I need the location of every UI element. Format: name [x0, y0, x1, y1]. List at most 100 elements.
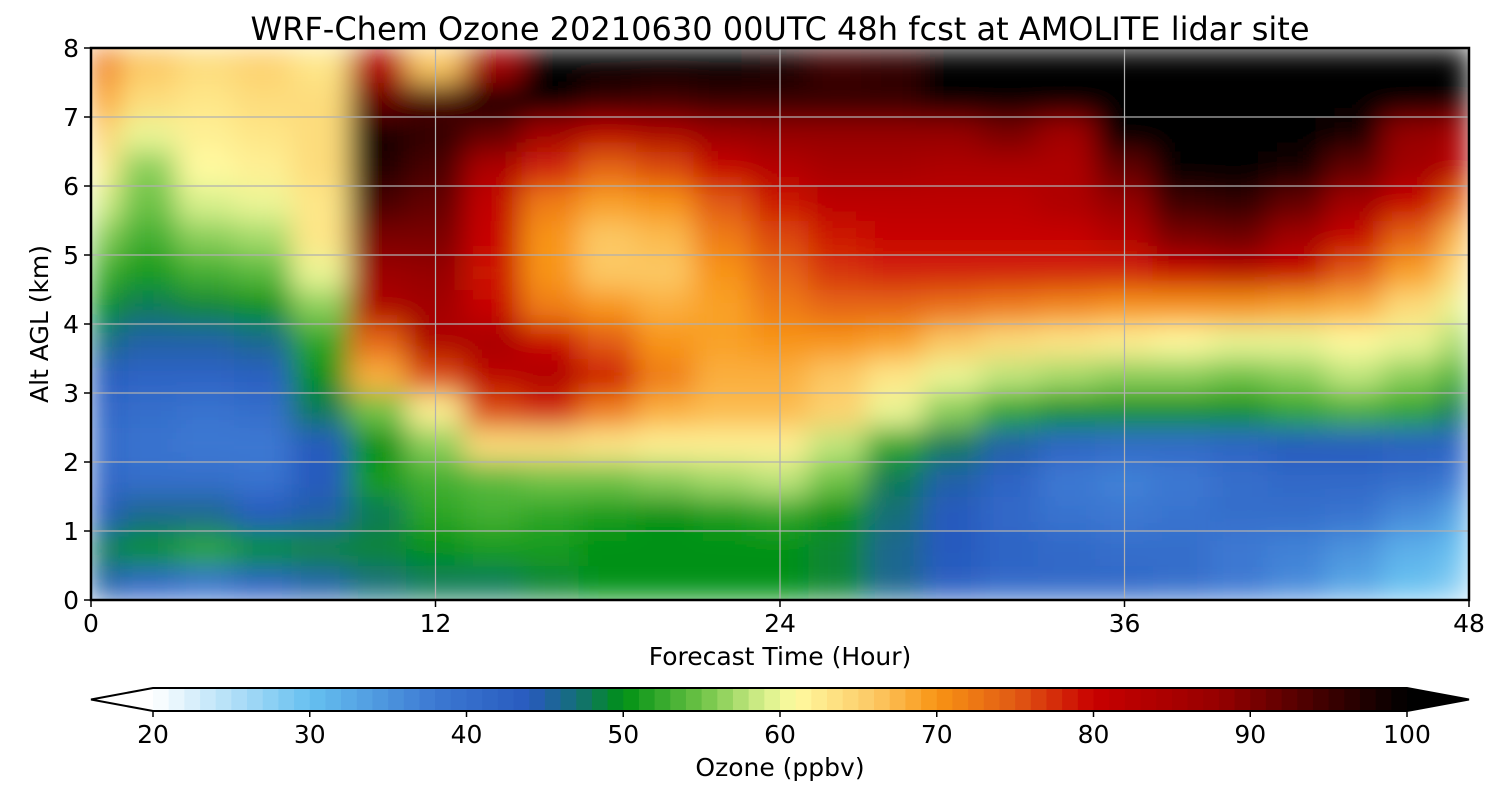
- heatmap-cell: [635, 565, 695, 600]
- heatmap-cell: [91, 289, 121, 325]
- colorbar-segment: [262, 688, 279, 711]
- heatmap-cell: [1382, 461, 1441, 497]
- heatmap-cell: [463, 323, 523, 359]
- heatmap-cell: [463, 427, 523, 463]
- heatmap-cell: [176, 427, 236, 463]
- heatmap-cell: [176, 323, 236, 359]
- heatmap-cell: [521, 530, 580, 566]
- heatmap-cell: [923, 220, 982, 256]
- colorbar-tick-label: 80: [1078, 720, 1110, 749]
- heatmap-cell: [291, 185, 350, 221]
- heatmap-cell: [234, 48, 293, 83]
- heatmap-cell: [1382, 185, 1441, 221]
- heatmap-cell: [578, 392, 637, 428]
- heatmap-cell: [693, 392, 752, 428]
- heatmap-cell: [176, 358, 236, 394]
- heatmap-cell: [923, 496, 982, 532]
- heatmap-cell: [1037, 254, 1097, 290]
- heatmap-cell: [693, 289, 752, 325]
- heatmap-cell: [1210, 48, 1269, 83]
- heatmap-cell: [1324, 185, 1384, 221]
- heatmap-cell: [693, 461, 752, 497]
- heatmap-cell: [1210, 151, 1269, 187]
- heatmap-cell: [291, 392, 350, 428]
- heatmap-cell: [923, 185, 982, 221]
- heatmap-cell: [521, 254, 580, 290]
- heatmap-cell: [348, 254, 408, 290]
- heatmap-cell: [578, 565, 637, 600]
- heatmap-cell: [635, 496, 695, 532]
- heatmap-cell: [980, 82, 1039, 118]
- heatmap-cell: [291, 289, 350, 325]
- heatmap-cell: [463, 461, 523, 497]
- heatmap-cell: [1324, 289, 1384, 325]
- heatmap-cell: [980, 151, 1039, 187]
- heatmap-cell: [693, 427, 752, 463]
- heatmap-cell: [521, 323, 580, 359]
- heatmap-cell: [578, 185, 637, 221]
- heatmap-cell: [923, 116, 982, 152]
- heatmap-cell: [1267, 358, 1326, 394]
- heatmap-cell: [1037, 461, 1097, 497]
- heatmap-cell: [808, 358, 867, 394]
- y-tick-label: 4: [63, 310, 79, 339]
- colorbar-segment: [811, 688, 828, 711]
- heatmap-cell: [1267, 185, 1326, 221]
- heatmap-cell: [1267, 427, 1326, 463]
- heatmap-cell: [1267, 220, 1326, 256]
- colorbar-segment: [827, 688, 844, 711]
- heatmap-cell: [635, 254, 695, 290]
- heatmap-cell: [348, 427, 408, 463]
- colorbar-segment: [1156, 688, 1173, 711]
- heatmap-cell: [463, 116, 523, 152]
- colorbar-segment: [1218, 688, 1236, 711]
- heatmap-cell: [1037, 427, 1097, 463]
- y-tick-label: 5: [63, 241, 79, 270]
- heatmap-cell: [348, 496, 408, 532]
- heatmap-cell: [635, 48, 695, 83]
- colorbar-segment: [858, 688, 875, 711]
- heatmap-cell: [1037, 151, 1097, 187]
- heatmap-cell: [635, 116, 695, 152]
- colorbar-tick-label: 40: [451, 720, 483, 749]
- heatmap-cell: [808, 530, 867, 566]
- heatmap-cell: [808, 565, 867, 600]
- heatmap-cell: [865, 461, 925, 497]
- heatmap-cell: [1324, 461, 1384, 497]
- colorbar-segment: [1281, 688, 1298, 711]
- colorbar-segment: [952, 688, 969, 711]
- heatmap-cell: [176, 82, 236, 118]
- heatmap-cell: [1152, 48, 1212, 83]
- heatmap-cell: [291, 48, 350, 83]
- heatmap-cell: [1037, 323, 1097, 359]
- heatmap-cell: [1210, 254, 1269, 290]
- colorbar-segment: [513, 688, 530, 711]
- heatmap-cell: [119, 289, 178, 325]
- heatmap-cell: [1152, 427, 1212, 463]
- colorbar-segment: [168, 688, 185, 711]
- heatmap-cell: [980, 427, 1039, 463]
- heatmap-cell: [291, 461, 350, 497]
- colorbar-segment: [200, 688, 217, 711]
- colorbar-tick-label: 50: [607, 720, 639, 749]
- colorbar-segment: [1109, 688, 1126, 711]
- heatmap-cell: [234, 323, 293, 359]
- heatmap-cell: [865, 392, 925, 428]
- heatmap-cell: [291, 358, 350, 394]
- heatmap-cell: [176, 530, 236, 566]
- colorbar-segment: [764, 688, 781, 711]
- heatmap-cell: [1037, 48, 1097, 83]
- heatmap-cell: [1382, 496, 1441, 532]
- chart-title: WRF-Chem Ozone 20210630 00UTC 48h fcst a…: [250, 10, 1309, 48]
- heatmap-cell: [865, 496, 925, 532]
- heatmap-cell: [693, 254, 752, 290]
- heatmap-cell: [1037, 82, 1097, 118]
- heatmap-cell: [1439, 427, 1469, 463]
- heatmap-cell: [521, 289, 580, 325]
- heatmap-cell: [119, 323, 178, 359]
- heatmap-cell: [980, 323, 1039, 359]
- heatmap-cell: [521, 565, 580, 600]
- heatmap-cell: [176, 151, 236, 187]
- heatmap-cell: [1152, 323, 1212, 359]
- heatmap-cell: [1267, 496, 1326, 532]
